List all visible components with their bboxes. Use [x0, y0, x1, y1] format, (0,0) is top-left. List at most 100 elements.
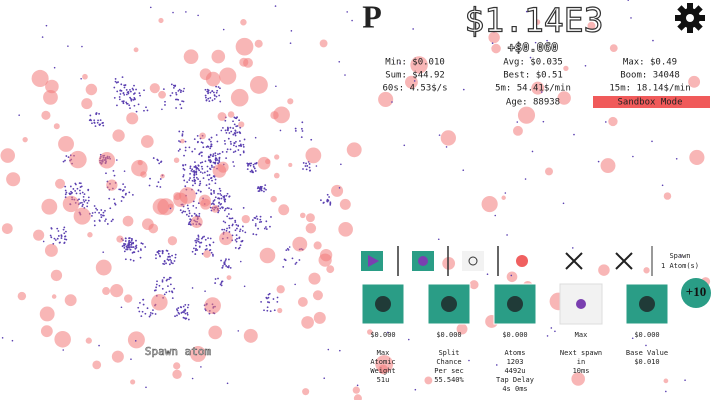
- atom-dot: [219, 192, 222, 195]
- atom-dot: [242, 207, 245, 209]
- atom-dot: [93, 205, 96, 207]
- atom-dot: [232, 133, 235, 136]
- atom-dot: [237, 330, 240, 332]
- atom-dot: [182, 164, 185, 167]
- atom-dot: [161, 280, 164, 283]
- atom: [278, 204, 290, 216]
- spawn-count-label[interactable]: 1 Atom(s): [661, 262, 699, 270]
- atom: [152, 198, 170, 215]
- atom-cluster: [199, 134, 213, 150]
- atom: [481, 196, 498, 213]
- atom-dot: [170, 83, 173, 86]
- atom-dot: [213, 94, 216, 97]
- atom-dot: [224, 142, 227, 145]
- atom: [190, 345, 207, 362]
- atom-dot: [196, 167, 199, 170]
- atom: [39, 306, 55, 322]
- atom-dot: [148, 184, 151, 187]
- atom-dot: [182, 305, 185, 308]
- atom-dot: [234, 221, 237, 224]
- atom-dot: [494, 214, 497, 217]
- atom-dot: [226, 266, 229, 268]
- atom-cluster: [246, 162, 258, 174]
- atom-dot: [237, 225, 240, 227]
- atom-dot: [675, 157, 678, 160]
- atom-dot: [191, 215, 193, 217]
- atom: [249, 75, 268, 94]
- atom-dot: [126, 248, 129, 251]
- atom-dot: [260, 185, 263, 188]
- atom-dot: [258, 221, 261, 224]
- atom-dot: [301, 130, 304, 132]
- atom-dot: [79, 202, 82, 204]
- atom-dot: [139, 301, 141, 304]
- atom: [545, 167, 553, 176]
- atom-dot: [197, 14, 199, 17]
- gain: +$0.060: [508, 41, 559, 55]
- tool-split[interactable]: [462, 251, 484, 271]
- atom-dot: [134, 340, 137, 342]
- atom-dot: [214, 152, 217, 155]
- atom-dot: [295, 261, 298, 264]
- atom: [22, 136, 28, 143]
- atom-dot: [167, 252, 170, 255]
- atom-dot: [529, 56, 532, 59]
- atom: [235, 37, 254, 56]
- atom-dot: [62, 349, 65, 351]
- atom-dot: [168, 278, 170, 281]
- atom: [122, 215, 134, 227]
- atom-dot: [90, 214, 93, 217]
- atom-dot: [254, 223, 257, 225]
- atom-dot: [285, 249, 288, 252]
- atom-dot: [125, 89, 128, 91]
- atom-dot: [294, 127, 297, 130]
- atom-dot: [197, 164, 200, 167]
- tool-collapse[interactable]: [615, 252, 633, 270]
- plus-label[interactable]: +10: [686, 284, 706, 299]
- atom-dot: [60, 234, 63, 237]
- atom-dot: [232, 127, 235, 130]
- atom-dot: [632, 155, 634, 158]
- atom-dot: [223, 209, 226, 212]
- atom-dot: [189, 167, 192, 170]
- tool-rocket[interactable]: [516, 255, 528, 267]
- atom-dot: [181, 133, 184, 136]
- spawn-count-label[interactable]: Spawn: [669, 252, 690, 260]
- atom: [87, 232, 93, 238]
- plus-button[interactable]: +10: [681, 278, 711, 308]
- atom-dot: [206, 165, 209, 168]
- atom-dot: [339, 349, 341, 352]
- atom-dot: [193, 174, 196, 177]
- atom-cluster: [191, 234, 215, 257]
- spawn-atom-label[interactable]: Spawn atom: [145, 345, 212, 359]
- atom-dot: [230, 208, 233, 211]
- tool-expand[interactable]: [565, 252, 583, 270]
- sandbox-bar[interactable]: [593, 96, 710, 108]
- atom-dot: [247, 164, 249, 166]
- atom-dot: [315, 165, 318, 167]
- atom-dot: [346, 11, 348, 13]
- atom-dot: [257, 190, 260, 193]
- logo[interactable]: P: [362, 0, 382, 34]
- atom-dot: [87, 189, 89, 192]
- atom-dot: [224, 259, 227, 262]
- atom: [102, 287, 111, 295]
- atom-dot: [105, 218, 107, 221]
- atom-dot: [550, 25, 553, 27]
- atom-dot: [244, 231, 247, 234]
- atom-dot: [224, 129, 227, 132]
- atom-dot: [156, 185, 158, 188]
- atom-dot: [194, 244, 197, 247]
- atom-dot: [269, 310, 272, 313]
- atom-dot: [226, 207, 229, 209]
- atom-dot: [202, 177, 205, 180]
- atom-dot: [252, 233, 255, 235]
- atom-dot: [176, 314, 178, 317]
- atom-dot: [183, 317, 186, 320]
- atom-dot: [145, 106, 147, 109]
- atom-dot: [122, 183, 125, 185]
- atom-cluster: [113, 76, 129, 96]
- atom-dot: [207, 92, 209, 95]
- atom: [41, 198, 58, 215]
- settings-gear[interactable]: [675, 3, 705, 33]
